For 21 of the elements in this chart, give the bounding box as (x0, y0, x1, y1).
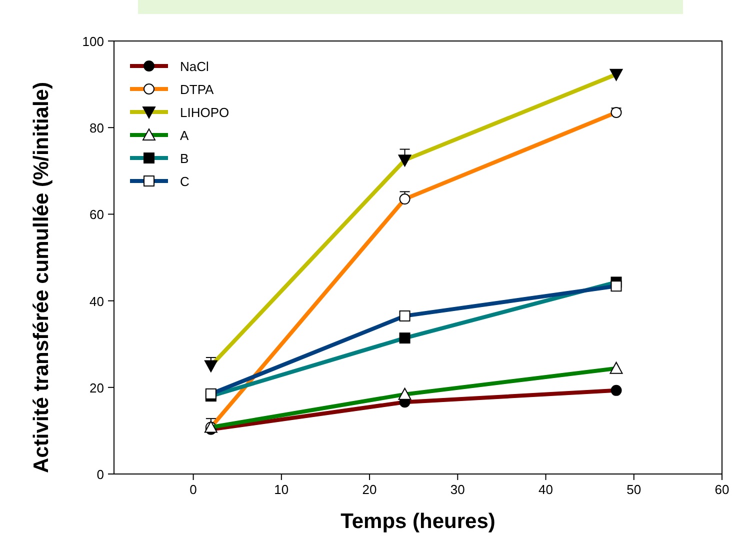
y-tick-label: 20 (90, 380, 104, 396)
y-tick-label: 80 (90, 120, 104, 136)
legend-label: B (180, 151, 189, 166)
legend-label: NaCl (180, 59, 210, 74)
x-tick-label: 60 (714, 482, 730, 497)
y-tick-label: 0 (96, 467, 104, 482)
x-tick-label: 20 (362, 482, 377, 497)
y-tick-label: 40 (90, 294, 104, 309)
x-tick-label: 50 (626, 482, 642, 497)
x-tick-label: 0 (190, 482, 197, 497)
x-tick-label: 30 (450, 482, 465, 497)
legend-label: DTPA (180, 82, 214, 97)
x-axis-title: Temps (heures) (340, 510, 496, 533)
y-axis-title: Activité transférée cumullée (%/initiale) (30, 82, 53, 473)
y-tick-label: 60 (90, 207, 104, 222)
legend-label: A (180, 128, 189, 143)
x-tick-label: 10 (274, 482, 289, 497)
legend-label: C (180, 174, 190, 189)
legend-label: LIHOPO (180, 105, 230, 120)
x-tick-label: 40 (538, 482, 554, 497)
y-tick-label: 100 (82, 34, 104, 49)
